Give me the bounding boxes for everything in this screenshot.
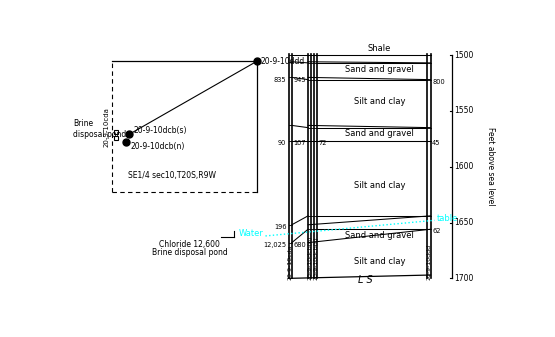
Text: Sand and gravel: Sand and gravel [345,129,414,138]
Text: 800: 800 [432,79,445,85]
Text: 45: 45 [432,140,441,146]
Text: Silt and clay: Silt and clay [354,257,405,266]
Text: 12,025: 12,025 [263,242,286,248]
Text: 62: 62 [432,228,441,235]
Text: Silt and clay: Silt and clay [354,181,405,190]
Text: 1650: 1650 [455,218,474,227]
Text: Brine
disposal ponds: Brine disposal ponds [73,119,130,139]
Text: 20-9-10dcb(s): 20-9-10dcb(s) [314,236,319,280]
Text: 945: 945 [293,76,306,83]
Text: table: table [437,214,458,223]
Text: 107: 107 [293,140,306,146]
Text: Brine disposal pond: Brine disposal pond [152,248,228,257]
Text: 20-9-10ddd: 20-9-10ddd [426,244,431,280]
Text: 20-9-10dcb(n): 20-9-10dcb(n) [130,142,185,151]
Text: 20-9-10ddd: 20-9-10ddd [261,57,305,66]
Text: 20-9-10dcb(n): 20-9-10dcb(n) [307,236,312,280]
Text: 1600: 1600 [455,162,474,171]
Text: 20-9-10cda: 20-9-10cda [287,244,292,280]
Text: 1550: 1550 [455,106,474,115]
Text: L S: L S [359,275,373,284]
Text: 90: 90 [278,140,286,146]
Text: 1700: 1700 [455,274,474,283]
Text: 72: 72 [319,140,327,146]
Text: 20-9-10cda: 20-9-10cda [104,107,110,147]
Text: 835: 835 [274,76,286,83]
Text: 196: 196 [274,224,286,230]
Text: 1500: 1500 [455,51,474,60]
Text: Sand and gravel: Sand and gravel [345,232,414,240]
Text: SE1/4 sec10,T20S,R9W: SE1/4 sec10,T20S,R9W [128,171,215,180]
Text: Shale: Shale [367,44,391,53]
Text: 680: 680 [293,242,306,248]
Text: Water: Water [238,229,263,238]
Text: Chloride 12,600: Chloride 12,600 [159,240,220,249]
Text: 20-9-10dcb(s): 20-9-10dcb(s) [134,126,187,135]
Text: Feet above sea level: Feet above sea level [486,127,495,206]
Text: Sand and gravel: Sand and gravel [345,65,414,74]
Text: Silt and clay: Silt and clay [354,97,405,106]
